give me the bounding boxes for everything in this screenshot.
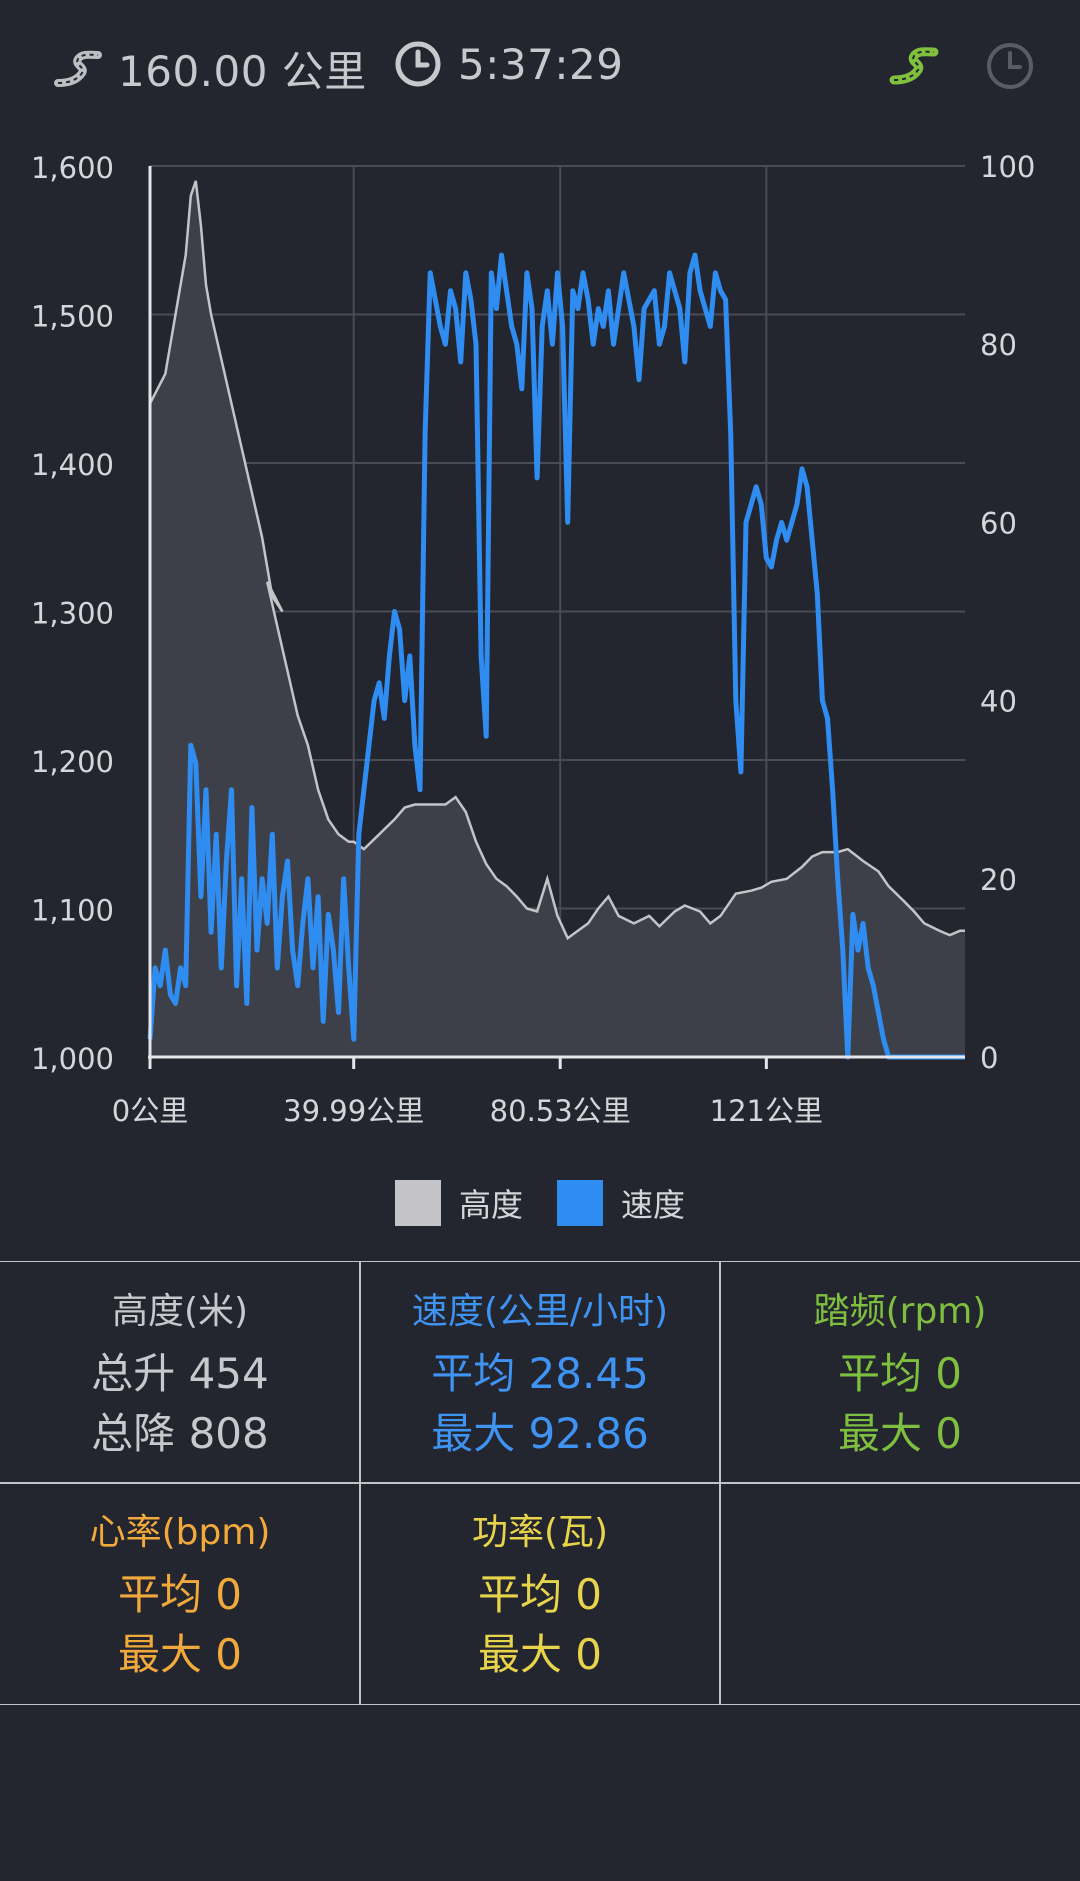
right-axis-tick-label: 40 bbox=[980, 685, 1017, 719]
duration-summary: 5:37:29 bbox=[392, 38, 623, 90]
right-axis-tick-label: 0 bbox=[980, 1041, 998, 1075]
left-axis-tick-label: 1,300 bbox=[31, 597, 114, 631]
stat-speed-title: 速度(公里/小时) bbox=[411, 1290, 669, 1332]
stat-heart-rate: 心率(bpm) 平均 0 最大 0 bbox=[0, 1482, 361, 1705]
speed-series bbox=[147, 252, 965, 1060]
legend-item-altitude[interactable]: 高度 bbox=[394, 1180, 523, 1226]
stat-cadence-avg: 平均 0 bbox=[837, 1348, 963, 1398]
route-icon bbox=[54, 50, 102, 87]
x-axis-tick-label: 39.99公里 bbox=[283, 1094, 424, 1128]
stats-grid: 高度(米) 总升 454 总降 808 速度(公里/小时) 平均 28.45 最… bbox=[0, 1261, 1080, 1705]
stat-speed-max: 最大 92.86 bbox=[431, 1408, 649, 1458]
stat-power-max: 最大 0 bbox=[477, 1629, 603, 1679]
legend-label-speed: 速度 bbox=[621, 1186, 686, 1224]
left-axis-tick-label: 1,100 bbox=[31, 894, 114, 928]
altitude-line bbox=[148, 180, 965, 941]
speed-line bbox=[147, 252, 965, 1060]
right-axis-tick-label: 100 bbox=[980, 150, 1035, 184]
time-toggle-icon[interactable] bbox=[984, 40, 1036, 92]
elevation-speed-chart: 1,000 1,100 1,200 1,300 1,400 1,500 1,600 0 20 40… bbox=[31, 150, 1035, 1128]
stat-empty bbox=[719, 1482, 1080, 1705]
right-axis-tick-label: 20 bbox=[980, 863, 1017, 897]
altitude-series bbox=[148, 180, 965, 1057]
stat-altitude: 高度(米) 总升 454 总降 808 bbox=[0, 1261, 361, 1484]
stat-heart-rate-avg: 平均 0 bbox=[117, 1569, 243, 1619]
x-axis-tick-label: 121公里 bbox=[710, 1094, 823, 1128]
distance-summary: 160.00 公里 bbox=[52, 38, 367, 99]
stat-heart-rate-max: 最大 0 bbox=[117, 1629, 243, 1679]
altitude-swatch bbox=[394, 1180, 441, 1226]
stat-power-title: 功率(瓦) bbox=[471, 1511, 609, 1553]
route-toggle-icon[interactable] bbox=[888, 40, 940, 92]
x-axis-tick-label: 80.53公里 bbox=[490, 1094, 631, 1128]
total-distance: 160.00 公里 bbox=[118, 47, 367, 96]
chart-axes: 1,000 1,100 1,200 1,300 1,400 1,500 1,600 0 20 40… bbox=[31, 150, 1035, 1128]
altitude-area-fill bbox=[150, 180, 965, 1057]
stat-cadence-title: 踏频(rpm) bbox=[813, 1290, 987, 1332]
left-axis-tick-label: 1,200 bbox=[31, 745, 114, 779]
left-axis-tick-label: 1,500 bbox=[31, 300, 114, 334]
left-axis-tick-label: 1,600 bbox=[31, 151, 114, 185]
total-duration: 5:37:29 bbox=[458, 39, 624, 89]
right-axis-tick-label: 80 bbox=[980, 328, 1017, 362]
stat-heart-rate-title: 心率(bpm) bbox=[89, 1511, 271, 1553]
speed-swatch bbox=[557, 1180, 603, 1226]
legend-item-speed[interactable]: 速度 bbox=[557, 1180, 685, 1226]
left-axis-tick-label: 1,400 bbox=[31, 448, 114, 482]
stat-speed-avg: 平均 28.45 bbox=[431, 1348, 649, 1398]
stat-speed: 速度(公里/小时) 平均 28.45 最大 92.86 bbox=[359, 1261, 721, 1484]
stat-cadence: 踏频(rpm) 平均 0 最大 0 bbox=[719, 1261, 1080, 1484]
clock-icon bbox=[395, 41, 441, 87]
chart-legend: 高度 速度 bbox=[0, 1180, 1080, 1226]
stat-power-avg: 平均 0 bbox=[477, 1569, 603, 1619]
summary-bar: 160.00 公里 5:37:29 bbox=[0, 0, 1080, 140]
stat-altitude-gain: 总升 454 bbox=[91, 1348, 269, 1398]
x-axis-tick-label: 0公里 bbox=[112, 1094, 188, 1128]
stat-altitude-loss: 总降 808 bbox=[91, 1408, 269, 1458]
legend-label-altitude: 高度 bbox=[458, 1186, 523, 1224]
stat-power: 功率(瓦) 平均 0 最大 0 bbox=[359, 1482, 721, 1705]
right-axis-tick-label: 60 bbox=[980, 506, 1017, 540]
left-axis-tick-label: 1,000 bbox=[31, 1042, 114, 1076]
stat-altitude-title: 高度(米) bbox=[111, 1290, 249, 1332]
stat-cadence-max: 最大 0 bbox=[837, 1408, 963, 1458]
